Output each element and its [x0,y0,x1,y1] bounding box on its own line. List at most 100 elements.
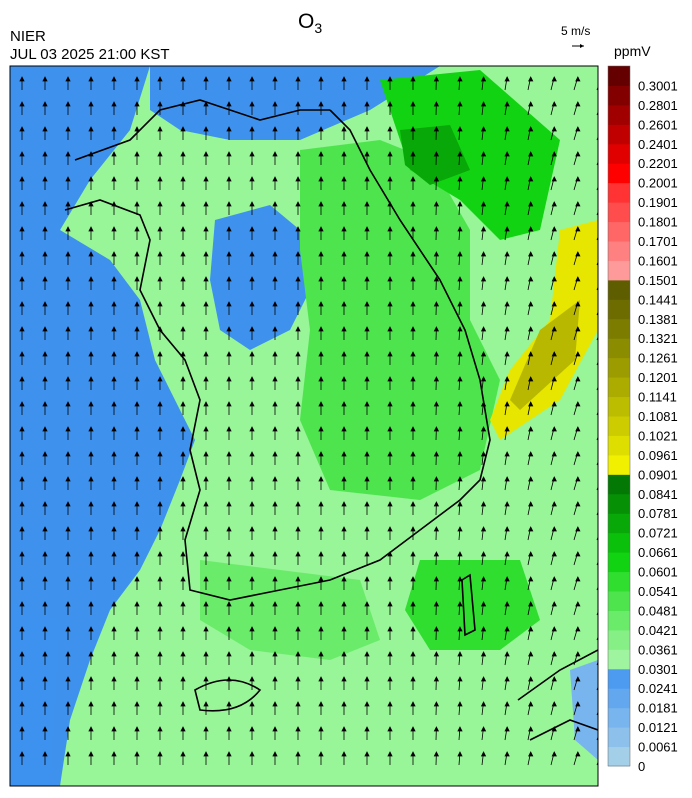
wind-arrow-head [528,726,534,732]
wind-arrow-head [272,101,278,107]
wind-arrow-head [65,101,71,107]
colorbar-segment [608,532,630,553]
colorbar-segment [608,299,630,320]
colorbar-segment [608,629,630,650]
wind-arrow-head [599,202,603,206]
wind-arrow-head [19,426,25,432]
wind-arrow-head [433,526,440,532]
wind-arrow-head [575,651,581,657]
wind-arrow-head [433,176,440,182]
wind-arrow-head [203,451,209,457]
wind-arrow-head [504,676,510,682]
wind-arrow-head [42,201,48,207]
wind-arrow-head [203,526,209,532]
wind-arrow-head [364,76,370,82]
wind-arrow-head [19,576,25,582]
colorbar-label: 0.1081 [638,409,678,424]
wind-arrow-head [157,426,163,432]
wind-arrow-head [19,751,25,757]
wind-arrow-head [134,626,140,632]
wind-arrow-head [551,701,557,707]
title-sub: 3 [314,20,322,36]
wind-arrow-head [387,651,393,657]
wind-arrow-head [272,726,278,732]
wind-arrow-head [341,551,347,557]
wind-arrow-head [180,651,186,657]
colorbar-segment [608,338,630,359]
wind-arrow-head [295,401,301,407]
wind-arrow-head [203,501,209,507]
wind-arrow-head [318,376,324,382]
wind-arrow-head [410,701,416,707]
wind-arrow-head [249,726,255,732]
wind-arrow-head [575,276,581,282]
wind-arrow-head [318,76,324,82]
wind-arrow-head [457,726,463,732]
colorbar-label: 0.1501 [638,273,678,288]
wind-arrow-head [341,126,347,132]
wind-arrow-head [157,601,163,607]
wind-arrow-head [272,626,278,632]
wind-arrow-head [157,551,163,557]
wind-arrow-head [551,751,557,757]
wind-arrow-head [318,176,324,182]
wind-arrow-head [88,551,94,557]
wind-arrow-head [551,101,557,107]
wind-arrow-head [387,326,393,332]
wind-arrow-head [364,226,370,232]
wind-arrow-head [88,176,94,182]
colorbar-label: 0.1901 [638,195,678,210]
wind-arrow-head [551,601,557,607]
wind-arrow-head [111,526,117,532]
wind-arrow-head [341,251,347,257]
wind-arrow-head [203,351,209,357]
wind-arrow-head [575,451,581,457]
wind-arrow-head [410,126,416,132]
colorbar-segment [608,202,630,223]
wind-arrow-head [504,101,510,107]
wind-arrow-head [88,351,94,357]
wind-arrow-head [341,626,347,632]
wind-arrow-head [180,676,186,682]
wind-arrow-head [318,726,324,732]
wind-arrow-head [134,451,140,457]
wind-arrow-head [157,451,163,457]
wind-arrow-head [42,151,48,157]
wind-arrow-head [480,76,487,82]
wind-arrow-head [88,701,94,707]
wind-arrow-head [387,426,393,432]
wind-arrow-head [42,651,48,657]
wind-arrow-head [318,651,324,657]
wind-arrow-head [480,651,487,657]
wind-arrow-head [575,376,581,382]
wind-arrow-head [249,576,255,582]
wind-arrow-head [528,126,534,132]
colorbar-segment [608,727,630,748]
colorbar-label: 0.1021 [638,428,678,443]
wind-arrow-head [272,576,278,582]
wind-arrow-head [575,526,581,532]
wind-arrow-head [19,476,25,482]
wind-arrow-head [364,601,370,607]
wind-arrow-head [88,601,94,607]
wind-arrow-head [272,251,278,257]
wind-arrow-head [203,176,209,182]
wind-arrow-head [480,226,487,232]
wind-arrow-head [551,676,557,682]
wind-arrow-head [599,327,603,331]
wind-arrow-head [249,651,255,657]
wind-arrow-head [457,701,463,707]
wind-arrow-head [180,351,186,357]
wind-arrow-head [295,601,301,607]
wind-arrow-head [88,526,94,532]
wind-arrow-head [19,176,25,182]
wind-arrow-head [272,526,278,532]
wind-arrow-head [528,301,534,307]
wind-arrow-head [111,301,117,307]
wind-arrow-head [387,251,393,257]
wind-arrow-head [387,701,393,707]
wind-arrow-head [295,626,301,632]
wind-arrow-head [272,201,278,207]
wind-arrow-head [134,351,140,357]
wind-arrow-head [410,226,416,232]
